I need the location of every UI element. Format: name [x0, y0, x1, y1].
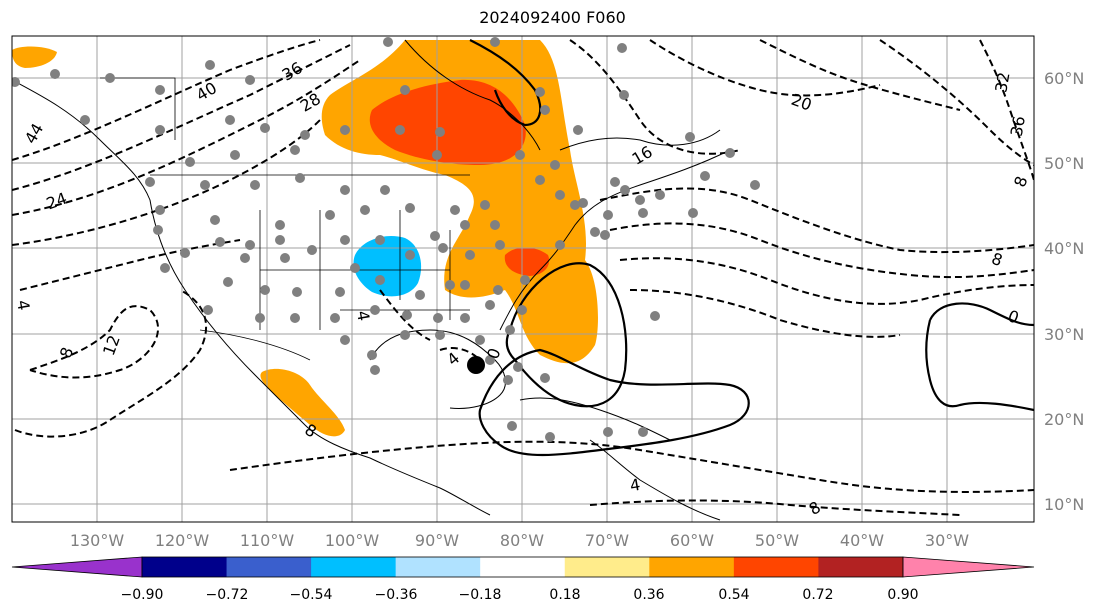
colorbar-extend-low — [11, 556, 143, 578]
colorbar-outline — [141, 556, 904, 578]
station-markers — [12, 37, 760, 442]
colorbar-segment — [311, 557, 397, 577]
cyan-anomaly-region — [353, 235, 422, 297]
chart-title: 2024092400 F060 — [479, 8, 626, 27]
contour-label: 4 — [13, 299, 33, 312]
dashed-contours — [12, 39, 1034, 516]
solid-contours — [469, 39, 1034, 457]
red-anomaly-region-east — [504, 247, 550, 276]
lon-label: 120°W — [155, 531, 210, 550]
colorbar-tick-label: 0.36 — [633, 587, 664, 603]
colorbar-tick-label: −0.90 — [121, 587, 164, 603]
lon-label: 110°W — [240, 531, 295, 550]
lat-label: 20°N — [1044, 410, 1084, 429]
colorbar-segment — [480, 557, 566, 577]
colorbar-tick-label: −0.54 — [290, 587, 333, 603]
colorbar-extend-high — [902, 556, 1035, 578]
colorbar-tick-label: 0.54 — [718, 587, 749, 603]
contour-label: 36 — [1007, 114, 1029, 137]
colorbar-tick-label: 0.18 — [549, 587, 580, 603]
red-anomaly-region-north — [369, 79, 526, 165]
colorbar-segment — [649, 557, 735, 577]
colorbar-segment — [395, 557, 481, 577]
colorbar-tick-label: 0.72 — [802, 587, 833, 603]
map-frame — [11, 35, 1035, 523]
political-borders — [100, 77, 470, 361]
lat-label: 50°N — [1044, 154, 1084, 173]
lon-label: 70°W — [585, 531, 629, 550]
colorbar-tick-label: −0.72 — [206, 587, 249, 603]
contour-label: 4 — [628, 475, 641, 495]
contour-label: 4 — [353, 309, 373, 322]
lon-label: 30°W — [925, 531, 969, 550]
colorbar-tick-label: 0.90 — [887, 587, 918, 603]
lat-label: 30°N — [1044, 325, 1084, 344]
coastlines — [12, 39, 731, 521]
storm-center-marker — [467, 356, 485, 374]
map-gridlines — [12, 36, 1034, 522]
colorbar-tick-labels: −0.90 −0.72 −0.54 −0.36 −0.18 0.18 0.36 … — [121, 587, 919, 603]
colorbar — [11, 556, 1035, 578]
lon-label: 130°W — [70, 531, 125, 550]
colorbar-segment — [818, 557, 904, 577]
lon-label: 80°W — [500, 531, 544, 550]
colorbar-segment — [226, 557, 312, 577]
colorbar-tick-label: −0.36 — [375, 587, 418, 603]
colorbar-segment — [733, 557, 819, 577]
colorbar-segment — [142, 557, 228, 577]
lon-label: 60°W — [670, 531, 714, 550]
latitude-labels: 60°N 50°N 40°N 30°N 20°N 10°N — [1044, 69, 1084, 514]
lat-label: 60°N — [1044, 69, 1084, 88]
contour-label: 32 — [991, 71, 1013, 94]
lon-label: 40°W — [840, 531, 884, 550]
colorbar-tick-label: −0.18 — [459, 587, 502, 603]
lat-label: 40°N — [1044, 239, 1084, 258]
orange-anomaly-region-alaska — [12, 46, 57, 68]
lon-label: 90°W — [415, 531, 459, 550]
longitude-labels: 130°W 120°W 110°W 100°W 90°W 80°W 70°W 6… — [70, 531, 969, 550]
lon-label: 100°W — [325, 531, 380, 550]
lon-label: 50°W — [755, 531, 799, 550]
lat-label: 10°N — [1044, 495, 1084, 514]
map-area: 40 36 28 44 24 16 20 32 36 8 8 4 12 8 0 … — [12, 36, 1034, 522]
colorbar-segment — [564, 557, 650, 577]
